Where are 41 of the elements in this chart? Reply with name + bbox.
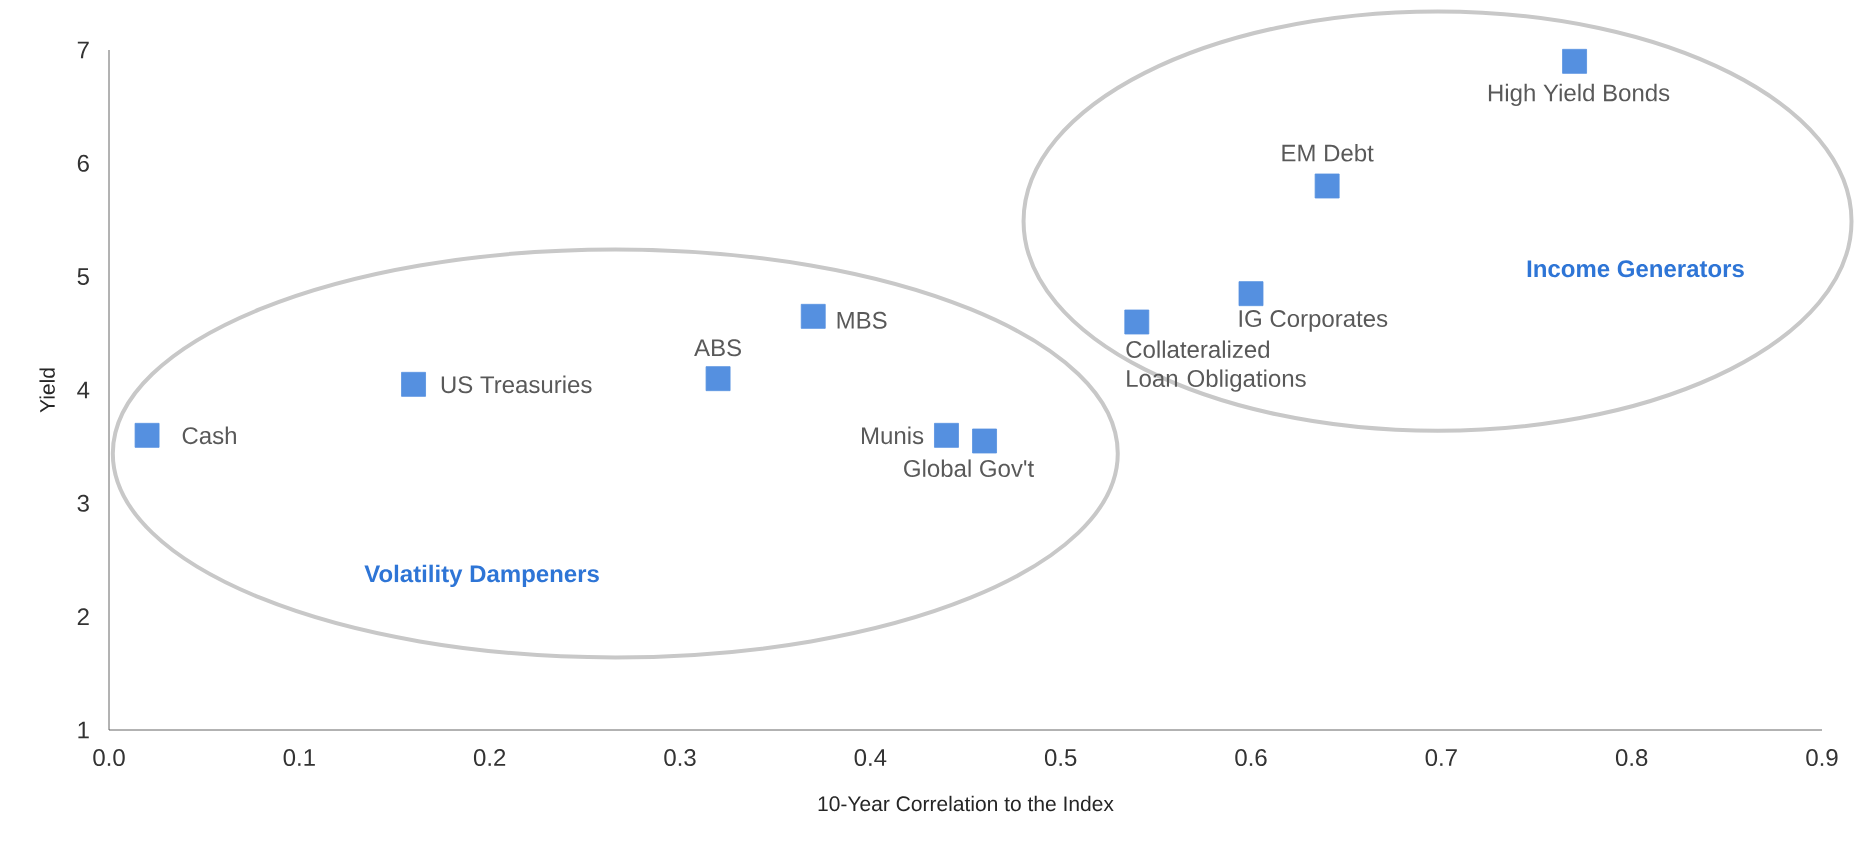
x-tick-label: 0.4 (854, 749, 887, 767)
series-label: High Yield Bonds (1488, 83, 1670, 107)
y-axis-title: Yield (39, 368, 55, 413)
y-tick-label: 7 (77, 41, 89, 59)
series-label: Cash (182, 426, 236, 445)
series-label: Global Gov't (904, 459, 1034, 478)
y-tick-label: 6 (77, 154, 89, 172)
x-tick-label: 0.5 (1044, 749, 1077, 767)
point (800, 303, 826, 329)
series-label: Collateralized Loan Obligations (1126, 340, 1306, 392)
series-label: US Treasuries (441, 375, 592, 394)
x-tick-label: 0.1 (283, 749, 315, 767)
series-label: Munis (862, 426, 924, 445)
x-tick-label: 0.6 (1235, 749, 1267, 767)
x-tick-label: 0.7 (1425, 749, 1457, 767)
x-tick-label: 0.2 (473, 749, 506, 767)
series-label: EM Debt (1282, 143, 1374, 162)
point (401, 371, 426, 397)
x-tick-label: 0.8 (1615, 749, 1648, 767)
point (972, 428, 997, 454)
point (1238, 281, 1264, 307)
series-label: ABS (694, 339, 741, 357)
point (134, 422, 160, 448)
point (1124, 309, 1150, 335)
x-tick-label: 0.9 (1806, 749, 1838, 767)
point (1314, 173, 1340, 199)
y-tick-label: 5 (77, 268, 89, 286)
point (1562, 48, 1587, 74)
y-tick-label: 3 (77, 494, 89, 512)
series-label: IG Corporates (1239, 310, 1388, 332)
y-tick-label: 2 (77, 608, 89, 626)
y-tick-label: 1 (78, 721, 89, 739)
x-axis-title: 10-Year Correlation to the Index (818, 795, 1114, 812)
x-tick-label: 0.3 (664, 749, 696, 767)
annotation: Volatility Dampeners (364, 564, 599, 588)
series-label: MBS (837, 311, 887, 329)
y-tick-label: 4 (77, 381, 90, 399)
point (705, 366, 731, 392)
point (934, 422, 959, 448)
x-tick-label: 0.0 (93, 749, 125, 767)
annotation: Income Generators (1527, 260, 1744, 278)
